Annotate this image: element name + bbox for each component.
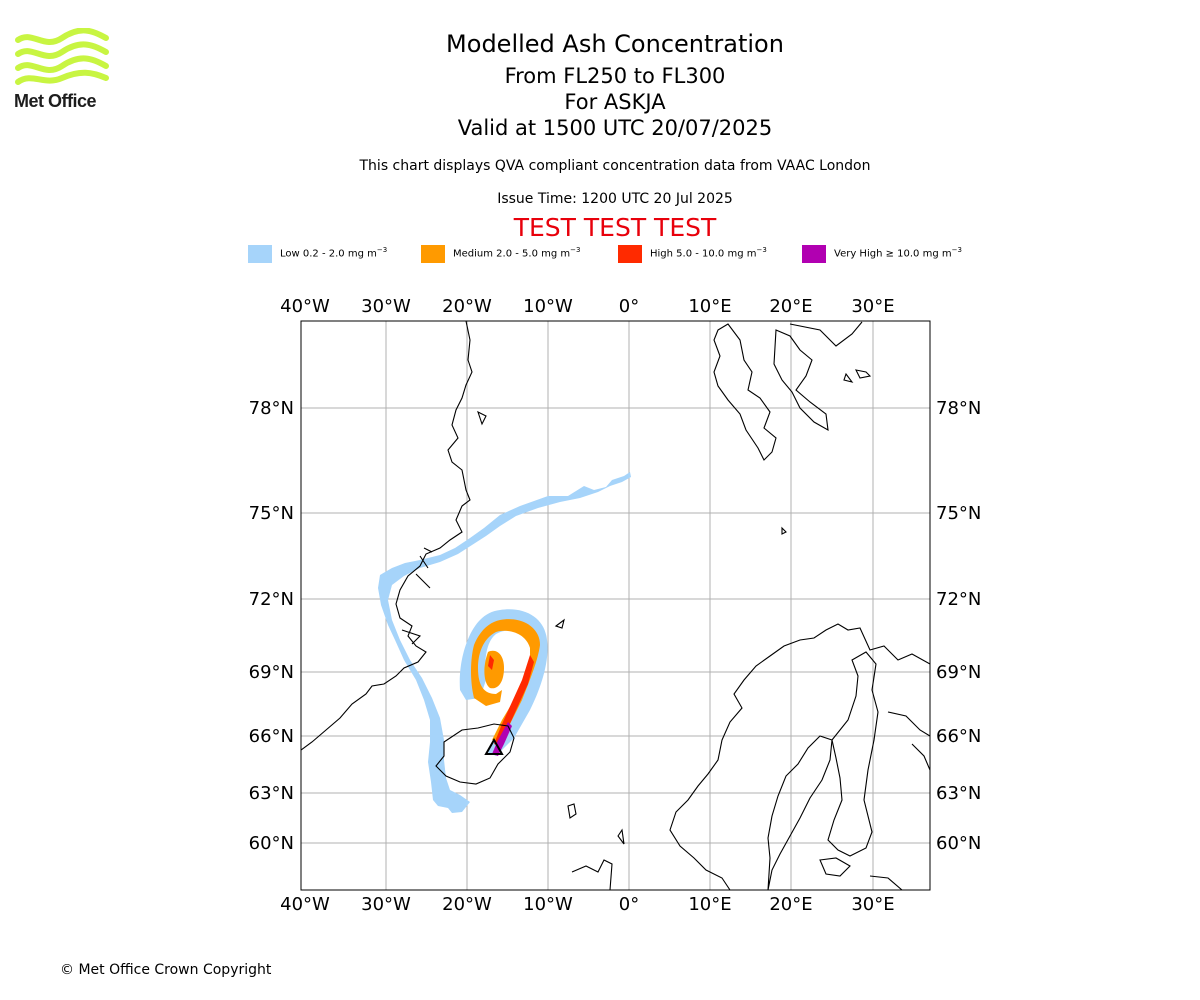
map-frame (300, 320, 931, 891)
legend-swatch-very-high (802, 245, 826, 263)
volcano-marker-icon (484, 737, 504, 755)
lat-label: 63°N (249, 783, 294, 804)
met-office-logo-icon (15, 28, 109, 85)
lat-label: 72°N (249, 589, 294, 610)
lat-label: 69°N (936, 662, 981, 683)
test-banner: TEST TEST TEST (513, 213, 717, 242)
lon-label: 10°E (688, 296, 731, 317)
lon-label: 30°W (361, 894, 411, 915)
legend-label-high: High 5.0 - 10.0 mg m−3 (650, 246, 767, 260)
legend-label-medium: Medium 2.0 - 5.0 mg m−3 (453, 246, 581, 260)
issue-time-text: Issue Time: 1200 UTC 20 Jul 2025 (497, 191, 733, 207)
lat-label: 72°N (936, 589, 981, 610)
legend-label-very-high: Very High ≥ 10.0 mg m−3 (834, 246, 962, 260)
chart-title: Modelled Ash Concentration (446, 30, 784, 58)
lon-labels-top: 40°W 30°W 20°W 10°W 0° 10°E 20°E 30°E (280, 296, 894, 317)
description-text: This chart displays QVA compliant concen… (359, 158, 871, 174)
legend-swatch-medium (421, 245, 445, 263)
lon-label: 30°E (851, 894, 894, 915)
lon-labels-bottom: 40°W 30°W 20°W 10°W 0° 10°E 20°E 30°E (280, 894, 894, 915)
lon-label: 10°E (688, 894, 731, 915)
lat-label: 60°N (936, 833, 981, 854)
valid-time-subtitle: Valid at 1500 UTC 20/07/2025 (457, 116, 773, 140)
lat-label: 75°N (249, 503, 294, 524)
lon-label: 20°E (769, 296, 812, 317)
lon-label: 0° (619, 894, 639, 915)
lon-label: 30°E (851, 296, 894, 317)
legend-swatch-low (248, 245, 272, 263)
lon-label: 20°W (442, 296, 492, 317)
ash-very-high-region (492, 722, 512, 756)
flight-level-subtitle: From FL250 to FL300 (504, 64, 726, 88)
lon-label: 0° (619, 296, 639, 317)
ash-low-region (378, 472, 631, 813)
graticule (301, 321, 930, 890)
logo-wordmark: Met Office (14, 91, 97, 111)
lat-label: 66°N (249, 726, 294, 747)
copyright-text: © Met Office Crown Copyright (60, 962, 272, 978)
legend-label-low: Low 0.2 - 2.0 mg m−3 (280, 246, 388, 260)
lat-label: 78°N (249, 398, 294, 419)
lat-label: 66°N (936, 726, 981, 747)
lon-label: 30°W (361, 296, 411, 317)
ash-high-region (488, 655, 534, 746)
coastlines (301, 321, 930, 890)
lat-labels-right: 78°N 75°N 72°N 69°N 66°N 63°N 60°N (936, 398, 981, 854)
lat-label: 75°N (936, 503, 981, 524)
lat-label: 69°N (249, 662, 294, 683)
lon-label: 10°W (523, 296, 573, 317)
lon-label: 20°E (769, 894, 812, 915)
lat-label: 60°N (249, 833, 294, 854)
legend-swatch-high (618, 245, 642, 263)
volcano-subtitle: For ASKJA (564, 90, 666, 114)
lon-label: 10°W (523, 894, 573, 915)
lon-label: 40°W (280, 894, 330, 915)
lat-label: 78°N (936, 398, 981, 419)
lat-label: 63°N (936, 783, 981, 804)
lon-label: 40°W (280, 296, 330, 317)
lat-labels-left: 78°N 75°N 72°N 69°N 66°N 63°N 60°N (249, 398, 294, 854)
lon-label: 20°W (442, 894, 492, 915)
